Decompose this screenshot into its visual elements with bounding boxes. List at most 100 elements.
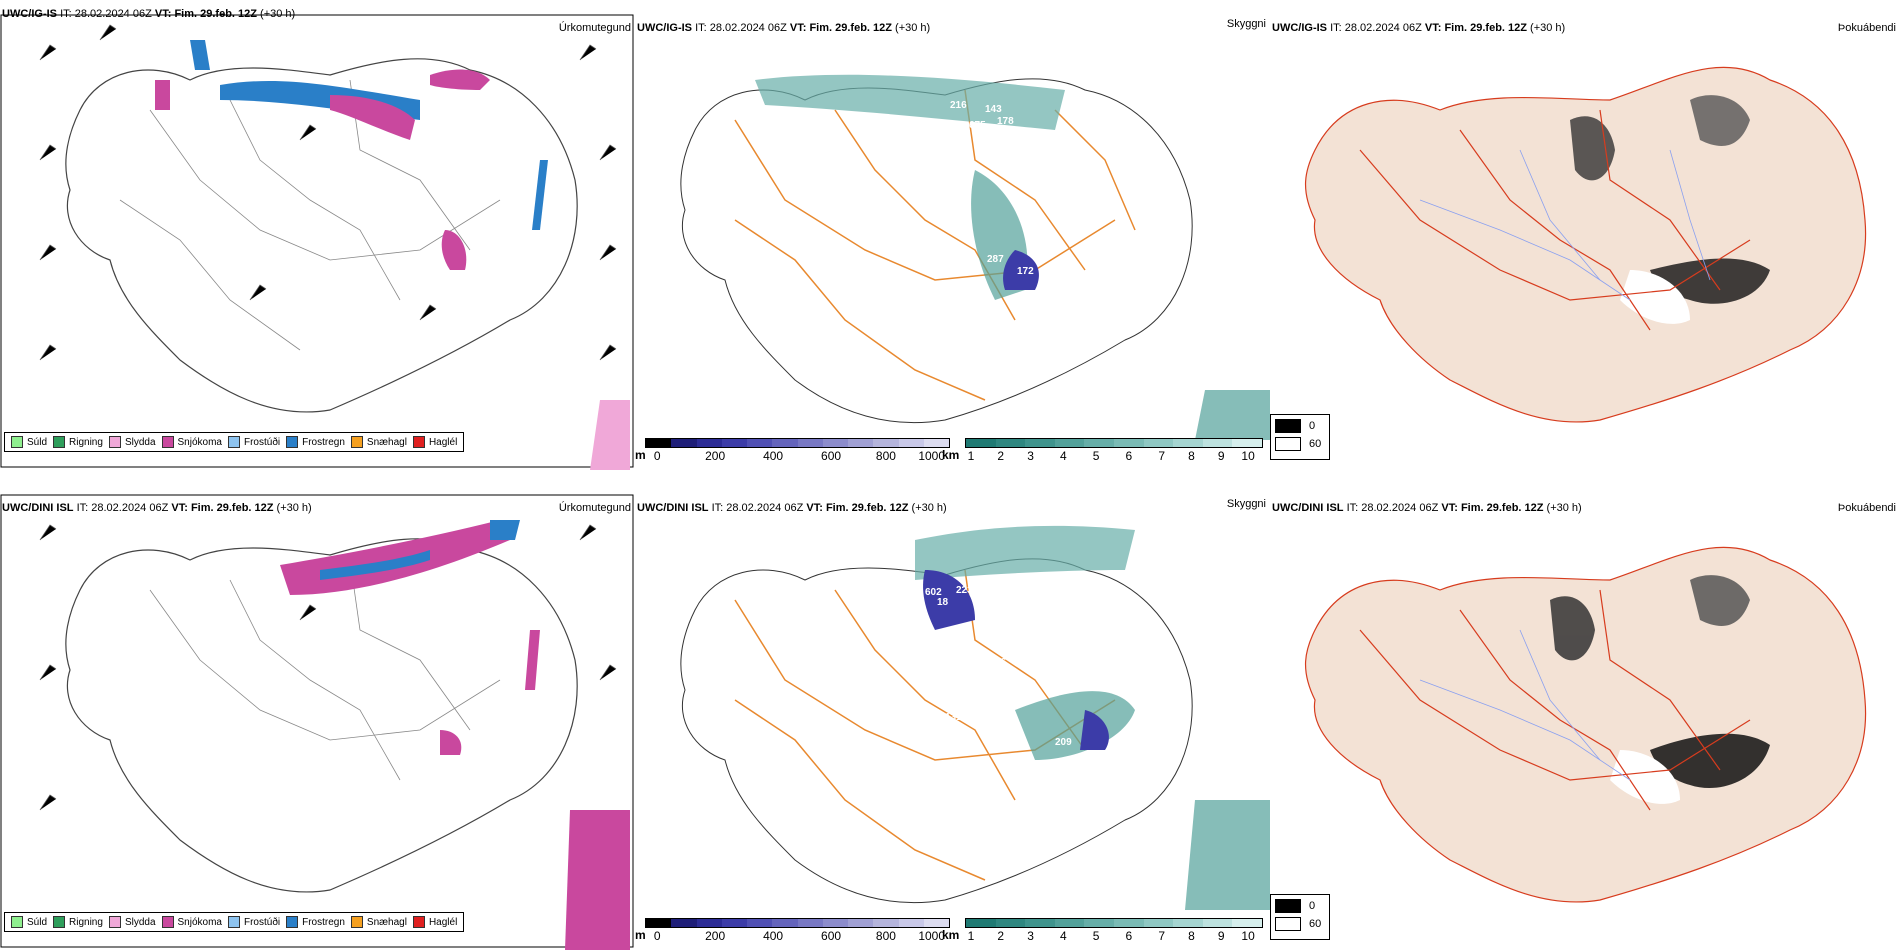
- fog-legend-label: 60: [1309, 438, 1322, 450]
- legend-item: Snjókoma: [161, 436, 222, 448]
- valid-label: VT:: [1441, 502, 1458, 514]
- colorbar-segment: [696, 919, 722, 927]
- road-network: [734, 89, 1136, 401]
- lead-time: (+30 h): [895, 22, 931, 34]
- colorbar-segment: [1202, 439, 1233, 447]
- legend-label: Rigning: [69, 436, 103, 448]
- visibility-value-label: 15: [1050, 163, 1062, 174]
- visibility-m-colorbar: 0 200 400 600 800 1000: [645, 918, 950, 943]
- init-time: 28.02.2024 06Z: [1344, 22, 1422, 34]
- tick-label: 10: [1241, 449, 1255, 463]
- legend-swatch: [161, 916, 174, 928]
- panel-title: Úrkomutegund: [558, 22, 631, 34]
- colorbar-segment: [966, 919, 996, 927]
- fog-legend: 0 60: [1270, 414, 1330, 460]
- lead-time: (+30 h): [1546, 502, 1582, 514]
- colorbar-segment: [721, 439, 747, 447]
- colorbar-ticks: 0 200 400 600 800 1000: [645, 448, 950, 463]
- panel-title: Skyggni: [1226, 498, 1266, 510]
- visibility-value-label: 209: [1055, 737, 1072, 748]
- road-network: [149, 559, 501, 781]
- precip-fields: [280, 520, 630, 950]
- visibility-value-label: 602: [925, 587, 942, 598]
- visibility-value-label: 76: [995, 657, 1007, 668]
- legend-label: Rigning: [69, 916, 103, 928]
- colorbar-segment: [696, 439, 722, 447]
- legend-label: Slydda: [124, 436, 156, 448]
- legend-item: Frostúði: [227, 916, 280, 928]
- colorbar-segment: [772, 439, 798, 447]
- visibility-value-label: 12: [1067, 138, 1079, 149]
- legend-swatch: [53, 916, 66, 928]
- unit-label-km: km: [942, 928, 960, 942]
- legend-label: Haglél: [428, 916, 458, 928]
- iceland-outline: [680, 558, 1193, 904]
- colorbar-segment: [873, 439, 899, 447]
- visibility-value-label: 223: [956, 585, 973, 596]
- fog-legend-swatch: [1275, 917, 1301, 931]
- river-network: [1419, 629, 1631, 781]
- colorbar-segment: [646, 439, 672, 447]
- colorbar-bars: [965, 918, 1263, 928]
- legend-label: Frostregn: [302, 436, 345, 448]
- visibility-value-label: 182: [1097, 754, 1114, 765]
- colorbar-segment: [822, 919, 848, 927]
- valid-time: Fim. 29.feb. 12Z: [1444, 22, 1527, 34]
- tick-label: 2: [997, 929, 1005, 943]
- wind-barbs: [39, 24, 617, 361]
- panel-title: Þokuábendi: [1837, 22, 1896, 34]
- fog-legend-label: 60: [1309, 918, 1322, 930]
- colorbar-segment: [721, 919, 747, 927]
- legend-swatch: [350, 436, 363, 448]
- visibility-value-label: 176: [1145, 623, 1162, 634]
- colorbar-segment: [1113, 919, 1144, 927]
- panel-header: UWC/IG-IS IT: 28.02.2024 06Z VT: Fim. 29…: [1272, 22, 1565, 34]
- colorbar-segment: [671, 919, 697, 927]
- tick-label: 9: [1217, 929, 1225, 943]
- colorbar-bars: [965, 438, 1263, 448]
- legend-item: Frostregn: [286, 436, 345, 448]
- tick-label: 1000: [918, 449, 946, 463]
- tick-label: 800: [875, 929, 896, 943]
- colorbar-segment: [1173, 439, 1203, 447]
- tick-label: 1000: [918, 929, 946, 943]
- colorbar-segment: [848, 439, 874, 447]
- init-label: IT:: [695, 22, 707, 34]
- legend-item: Snjókoma: [161, 916, 222, 928]
- map-canvas: 602 223 190 461 18 131 301 202 176 76 10…: [680, 525, 1270, 910]
- precip-legend: Súld Rigning Slydda Snjókoma Frostúði Fr…: [4, 912, 465, 932]
- visibility-panel-top: 216 143 178 675 181 287 172 15 12 UWC/IG…: [635, 0, 1270, 470]
- colorbar-segment: [995, 919, 1026, 927]
- visibility-value-label: 287: [987, 254, 1004, 265]
- colorbar-bars: [645, 438, 950, 448]
- fog-legend-item: 0: [1271, 895, 1329, 913]
- colorbar-segment: [848, 919, 874, 927]
- valid-label: VT:: [1424, 22, 1442, 34]
- visibility-value-label: 18: [937, 597, 949, 608]
- visibility-value-label: 216: [950, 100, 967, 111]
- model-name: UWC/IG-IS: [2, 8, 57, 20]
- fog-legend-label: 0: [1309, 900, 1316, 912]
- init-time: 28.02.2024 06Z: [1361, 502, 1439, 514]
- legend-swatch: [108, 436, 121, 448]
- legend-swatch: [11, 436, 23, 448]
- colorbar-segment: [822, 439, 848, 447]
- legend-swatch: [11, 916, 23, 928]
- iceland-outline: [65, 538, 578, 893]
- unit-label-m: m: [635, 928, 646, 942]
- legend-item: Slydda: [108, 436, 156, 448]
- colorbar-ticks: 1 2 3 4 5 6 7 8 9 10: [965, 448, 1263, 463]
- init-time: 28.02.2024 06Z: [91, 502, 169, 514]
- init-time: 28.02.2024 06Z: [74, 8, 152, 20]
- valid-time: Fim. 29.feb. 12Z: [825, 502, 909, 514]
- colorbar-segment: [966, 439, 996, 447]
- visibility-panel-bottom: 602 223 190 461 18 131 301 202 176 76 10…: [635, 480, 1270, 950]
- fog-legend-item: 60: [1271, 433, 1329, 451]
- colorbar-segment: [1202, 919, 1233, 927]
- colorbar-segment: [1232, 439, 1262, 447]
- tick-label: 800: [875, 449, 896, 463]
- valid-label: VT:: [171, 502, 188, 514]
- visibility-value-label: 675: [969, 120, 986, 131]
- colorbar-segment: [1084, 439, 1114, 447]
- colorbar-segment: [1025, 919, 1055, 927]
